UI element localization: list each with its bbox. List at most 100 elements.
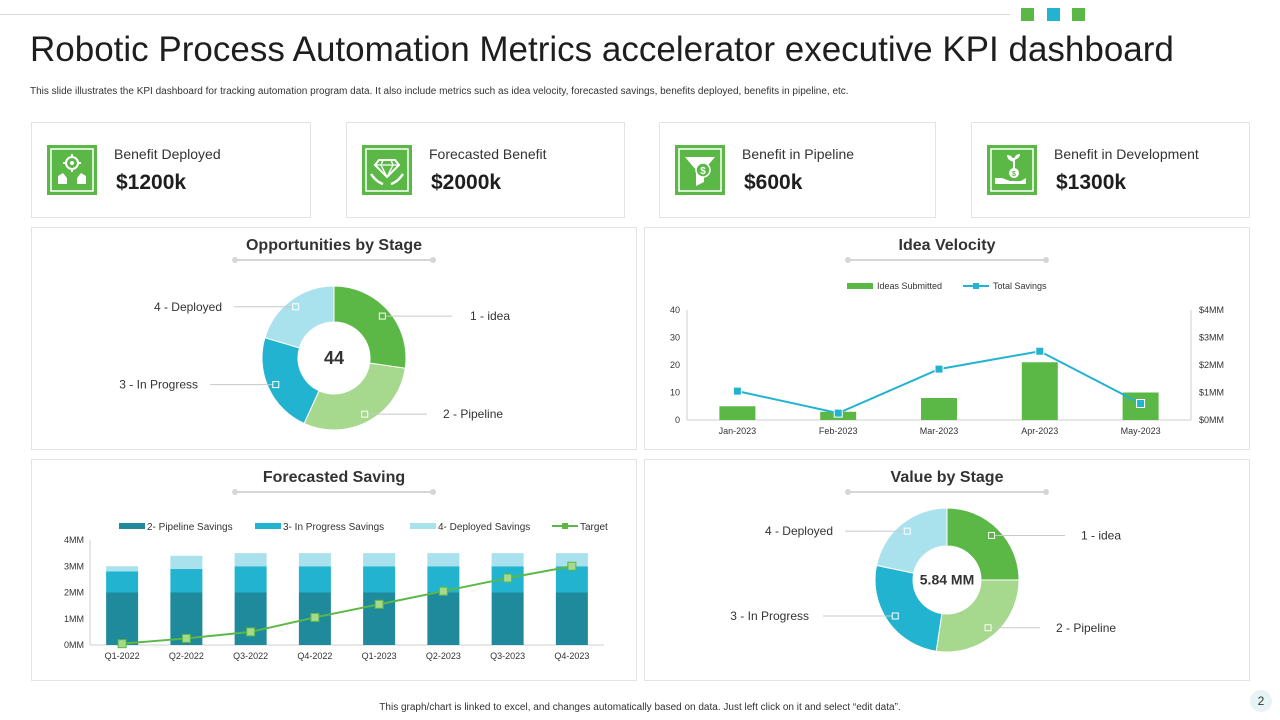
y-tick-label: 0MM	[64, 640, 84, 650]
svg-text:$: $	[1012, 171, 1016, 178]
x-tick-label: Q2-2022	[169, 651, 204, 661]
stacked-bar-segment[interactable]	[363, 566, 396, 593]
top-rule	[0, 14, 1010, 15]
title-divider	[232, 489, 436, 495]
y-tick-label: 10	[670, 388, 680, 398]
forecasted-saving-chart[interactable]: 0MM 1MM 2MM 3MM 4MM Q1-2022 Q2-2022 Q3-2022 Q4-2…	[32, 460, 638, 682]
opportunities-donut-chart[interactable]: 1 - idea 2 - Pipeline 3 - In Progress 4 - D…	[32, 228, 638, 451]
opportunities-panel: Opportunities by Stage 1 - idea 2 - Pipel…	[31, 227, 637, 450]
kpi-card-benefit-in-development[interactable]: $ Benefit in Development $1300k	[971, 122, 1250, 218]
line-point[interactable]	[1035, 346, 1045, 356]
x-tick-label: Q3-2022	[233, 651, 268, 661]
stacked-bar-segment[interactable]	[555, 592, 588, 646]
line-point[interactable]	[934, 364, 944, 374]
kpi-label: Benefit in Development	[1054, 146, 1199, 162]
idea-velocity-chart[interactable]: 0 10 20 30 40 $0MM $1MM $2MM $3MM $4MM Jan-2023 Feb…	[645, 228, 1251, 451]
legend-label: 4- Deployed Savings	[438, 522, 530, 533]
stacked-bar-segment[interactable]	[298, 566, 331, 593]
stacked-bar-segment[interactable]	[106, 566, 139, 572]
kpi-value: $1200k	[116, 171, 187, 194]
footer-note: This graph/chart is linked to excel, and…	[379, 702, 901, 713]
target-point[interactable]	[181, 633, 191, 643]
kpi-label: Benefit Deployed	[114, 146, 221, 162]
stacked-bar-segment[interactable]	[106, 571, 139, 593]
stacked-bar-segment[interactable]	[234, 566, 267, 593]
stacked-bar-segment[interactable]	[170, 568, 203, 593]
x-tick-label: Q1-2023	[362, 651, 397, 661]
leader-marker	[361, 410, 369, 418]
slice-label: 4 - Deployed	[765, 524, 833, 538]
donut-slice[interactable]	[935, 579, 1020, 653]
donut-slice[interactable]	[946, 507, 1020, 581]
kpi-label: Forecasted Benefit	[429, 146, 547, 162]
stacked-bar-segment[interactable]	[234, 553, 267, 567]
legend-label: 3- In Progress Savings	[283, 522, 384, 533]
leader-marker	[272, 381, 280, 389]
bar[interactable]	[921, 398, 957, 420]
stacked-bar-segment[interactable]	[234, 592, 267, 646]
target-point[interactable]	[374, 599, 384, 609]
y2-tick-label: $4MM	[1199, 305, 1224, 315]
kpi-value: $600k	[744, 171, 803, 194]
target-point[interactable]	[117, 639, 127, 649]
y-tick-label: 30	[670, 333, 680, 343]
line-point[interactable]	[1136, 399, 1146, 408]
x-tick-label: Apr-2023	[1021, 426, 1058, 436]
forecasted-saving-panel: Forecasted Saving 0MM 1MM 2MM 3MM 4MM Q1-2022…	[31, 459, 637, 681]
kpi-card-benefit-in-pipeline[interactable]: $ Benefit in Pipeline $600k	[659, 122, 936, 218]
x-tick-label: Q2-2023	[426, 651, 461, 661]
donut-slice[interactable]	[875, 507, 948, 574]
target-line	[122, 565, 573, 645]
donut-slice[interactable]	[303, 362, 406, 431]
bar[interactable]	[719, 406, 756, 420]
page-title: Robotic Process Automation Metrics accel…	[30, 30, 1174, 69]
target-point[interactable]	[503, 573, 513, 583]
stacked-bar-segment[interactable]	[298, 553, 331, 567]
bar[interactable]	[1021, 362, 1058, 420]
legend-label: Ideas Submitted	[877, 281, 942, 291]
x-tick-label: Q1-2022	[105, 651, 140, 661]
slice-label: 1 - idea	[470, 309, 510, 323]
slice-label: 2 - Pipeline	[443, 407, 503, 421]
stacked-bar-segment[interactable]	[363, 553, 396, 567]
stacked-bar-segment[interactable]	[491, 592, 524, 646]
page-subtitle: This slide illustrates the KPI dashboard…	[30, 86, 849, 97]
kpi-value: $1300k	[1056, 171, 1127, 194]
panel-title: Idea Velocity	[898, 237, 996, 254]
donut-hole	[914, 547, 980, 613]
y2-tick-label: $1MM	[1199, 388, 1224, 398]
line-point[interactable]	[833, 408, 843, 418]
leader-marker	[903, 527, 911, 535]
panel-title: Opportunities by Stage	[245, 237, 422, 254]
line-point[interactable]	[732, 386, 742, 396]
stacked-bar-segment[interactable]	[427, 553, 460, 567]
stacked-bar-segment[interactable]	[491, 553, 524, 567]
value-by-stage-panel: Value by Stage 1 - idea 2 - Pipeline 3 - I…	[644, 459, 1250, 681]
stacked-bar-segment[interactable]	[106, 592, 139, 646]
value-donut-chart[interactable]: 1 - idea 2 - Pipeline 3 - In Progress 4 - D…	[645, 460, 1251, 682]
legend-swatch	[410, 523, 436, 529]
stacked-bar-segment[interactable]	[170, 555, 203, 569]
stacked-bar-segment[interactable]	[555, 553, 588, 567]
target-point[interactable]	[438, 586, 448, 596]
x-tick-label: Mar-2023	[920, 426, 959, 436]
donut-slice[interactable]	[333, 285, 407, 369]
kpi-label: Benefit in Pipeline	[742, 146, 855, 162]
x-tick-label: May-2023	[1121, 426, 1161, 436]
target-point[interactable]	[310, 612, 320, 622]
kpi-card-forecasted-benefit[interactable]: Forecasted Benefit $2000k	[346, 122, 625, 218]
donut-slice[interactable]	[874, 564, 943, 652]
legend-label: Target	[580, 522, 608, 533]
y2-tick-label: $2MM	[1199, 360, 1224, 370]
kpi-card-benefit-deployed[interactable]: Benefit Deployed $1200k	[31, 122, 311, 218]
slice-label: 3 - In Progress	[119, 378, 198, 392]
leader-marker	[292, 303, 300, 311]
donut-slice[interactable]	[264, 285, 335, 349]
hands-gear-icon	[47, 145, 97, 195]
slice-label: 1 - idea	[1081, 528, 1121, 542]
stacked-bar-segment[interactable]	[427, 592, 460, 646]
slice-label: 3 - In Progress	[730, 609, 809, 623]
donut-center-label: 44	[324, 348, 344, 368]
target-point[interactable]	[246, 627, 256, 637]
target-point[interactable]	[567, 561, 577, 571]
